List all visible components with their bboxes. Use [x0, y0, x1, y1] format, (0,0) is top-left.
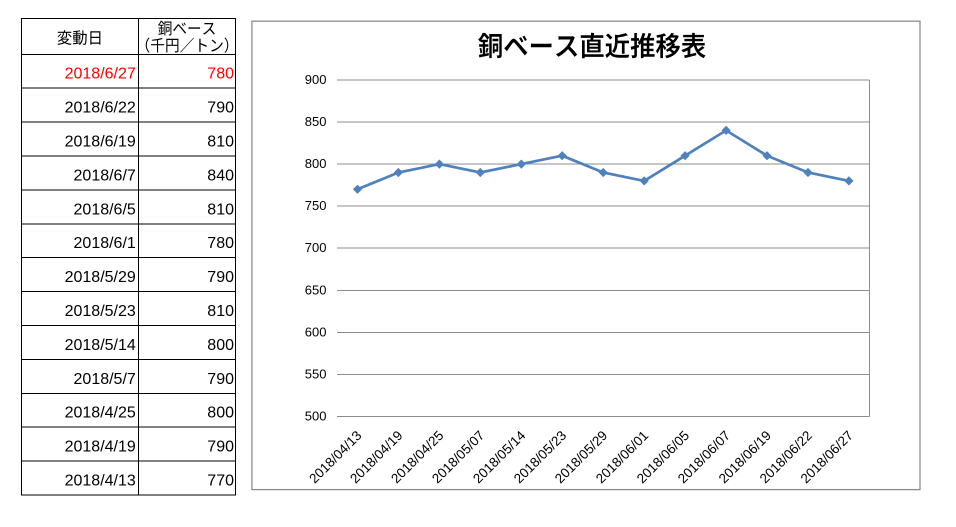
svg-text:2018/4/25: 2018/4/25 — [65, 405, 136, 422]
svg-text:2018/6/5: 2018/6/5 — [74, 201, 136, 218]
svg-text:2018/6/27: 2018/6/27 — [65, 66, 136, 83]
svg-text:2018/6/1: 2018/6/1 — [74, 235, 136, 252]
svg-text:2018/5/29: 2018/5/29 — [65, 269, 136, 286]
svg-text:850: 850 — [305, 114, 327, 129]
svg-text:770: 770 — [207, 473, 234, 490]
svg-text:780: 780 — [207, 235, 234, 252]
svg-text:600: 600 — [305, 324, 327, 339]
svg-text:2018/5/7: 2018/5/7 — [74, 371, 136, 388]
svg-text:790: 790 — [207, 439, 234, 456]
svg-text:550: 550 — [305, 367, 327, 382]
svg-text:810: 810 — [207, 303, 234, 320]
svg-text:2018/4/19: 2018/4/19 — [65, 439, 136, 456]
svg-text:800: 800 — [305, 156, 327, 171]
svg-text:2018/6/19: 2018/6/19 — [65, 134, 136, 151]
svg-text:2018/6/22: 2018/6/22 — [65, 100, 136, 117]
svg-text:2018/4/13: 2018/4/13 — [65, 473, 136, 490]
svg-text:2018/5/23: 2018/5/23 — [65, 303, 136, 320]
svg-text:840: 840 — [207, 167, 234, 184]
svg-text:800: 800 — [207, 405, 234, 422]
svg-text:750: 750 — [305, 198, 327, 213]
svg-text:800: 800 — [207, 337, 234, 354]
svg-text:2018/5/14: 2018/5/14 — [65, 337, 136, 354]
svg-text:790: 790 — [207, 269, 234, 286]
svg-text:790: 790 — [207, 371, 234, 388]
svg-text:650: 650 — [305, 282, 327, 297]
svg-text:780: 780 — [207, 66, 234, 83]
svg-text:700: 700 — [305, 240, 327, 255]
svg-text:2018/6/7: 2018/6/7 — [74, 167, 136, 184]
svg-text:790: 790 — [207, 100, 234, 117]
svg-text:810: 810 — [207, 201, 234, 218]
svg-text:900: 900 — [305, 72, 327, 87]
svg-text:500: 500 — [305, 409, 327, 424]
svg-text:810: 810 — [207, 134, 234, 151]
